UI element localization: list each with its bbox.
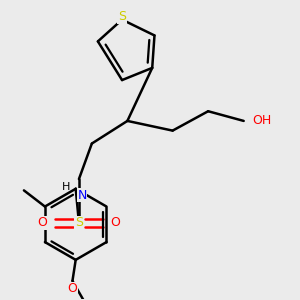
Text: S: S: [75, 216, 83, 229]
Text: O: O: [68, 282, 77, 296]
Text: H: H: [62, 182, 70, 192]
Text: N: N: [77, 189, 87, 202]
Text: OH: OH: [252, 114, 271, 128]
Text: O: O: [110, 216, 120, 229]
Text: S: S: [118, 10, 126, 23]
Text: O: O: [38, 216, 47, 229]
